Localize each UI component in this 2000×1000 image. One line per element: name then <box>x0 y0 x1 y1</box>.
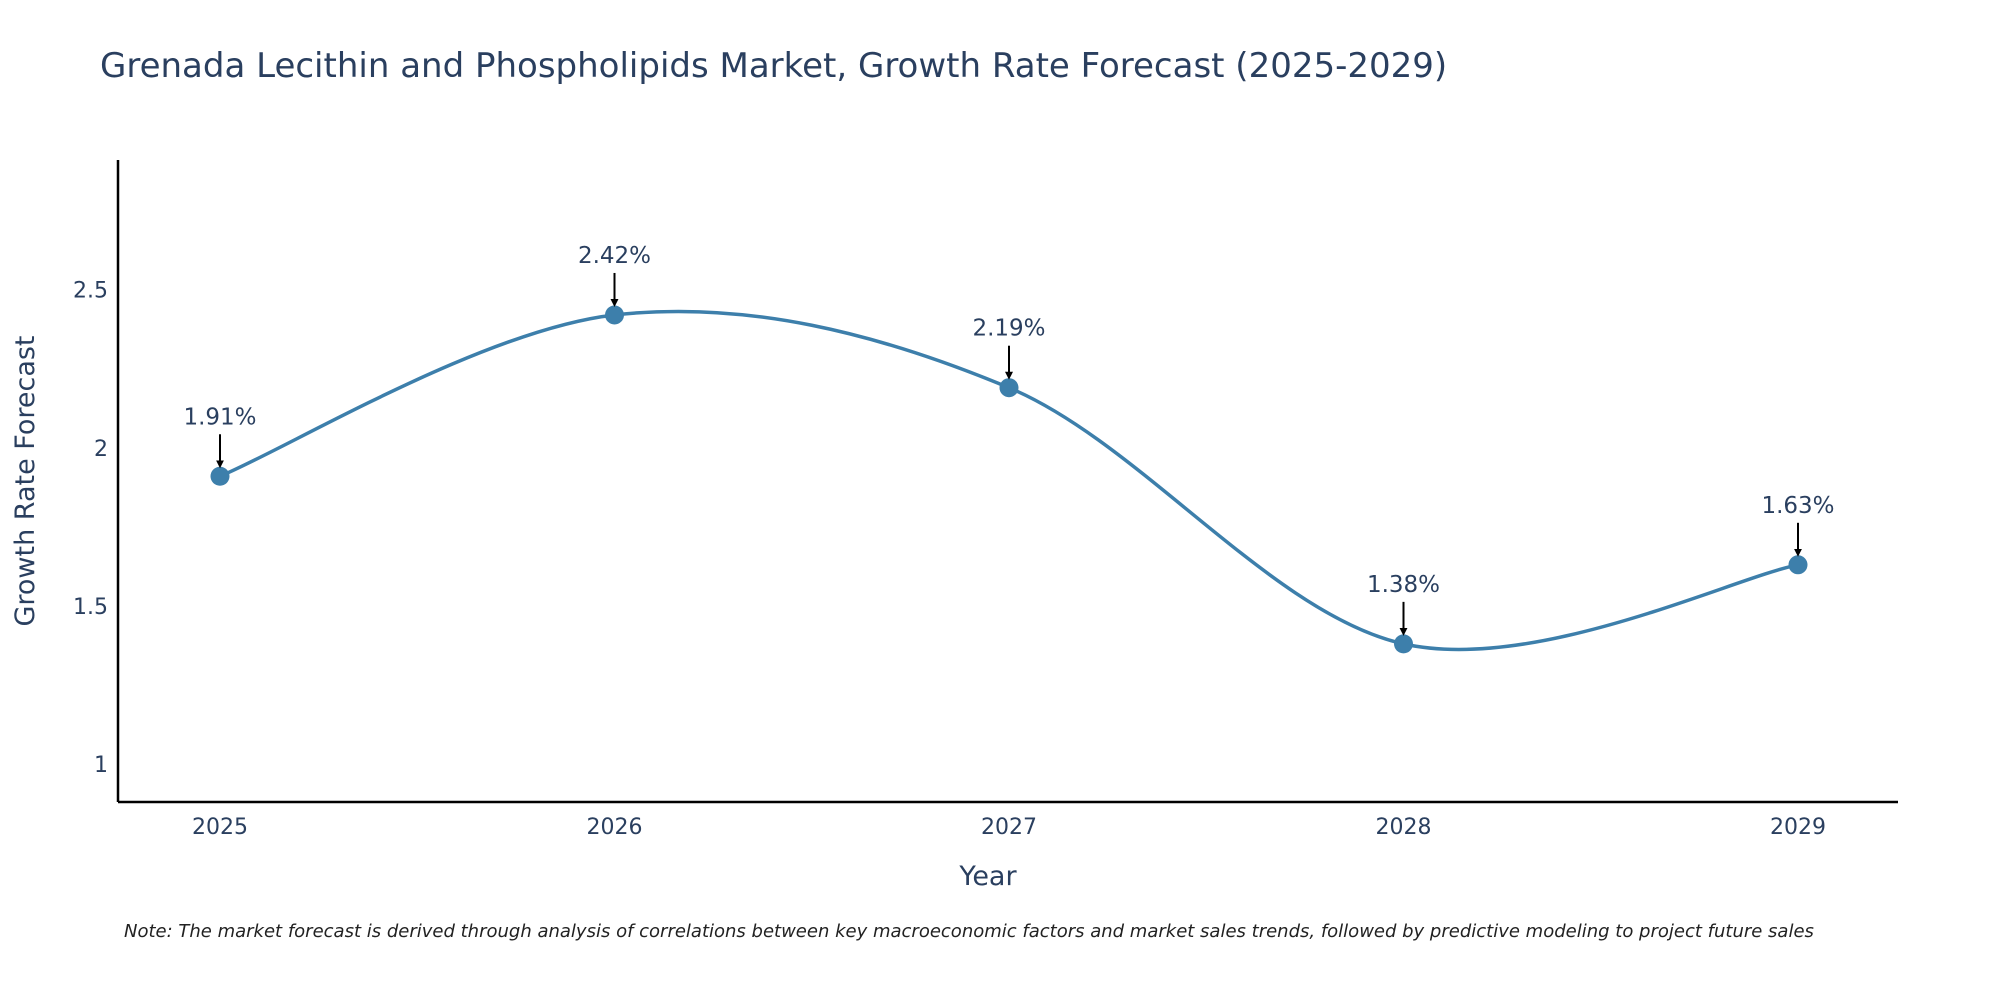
data-point <box>1394 634 1413 654</box>
data-label: 2.19% <box>972 316 1045 342</box>
x-tick-label: 2029 <box>1770 815 1826 840</box>
axes <box>116 160 1898 804</box>
data-label: 1.63% <box>1761 493 1834 519</box>
y-tick-label: 2.5 <box>73 279 108 304</box>
x-tick-label: 2028 <box>1376 815 1432 840</box>
data-labels: 1.91% 2.42% 2.19% 1.38% 1.63% <box>183 243 1835 636</box>
y-tick-label: 1.5 <box>73 595 108 620</box>
series-growth-rate <box>210 305 1808 654</box>
data-point <box>210 466 230 486</box>
chart-title: Grenada Lecithin and Phospholipids Marke… <box>100 46 1448 86</box>
data-point <box>999 378 1019 398</box>
x-tick-label: 2025 <box>192 815 248 840</box>
data-point <box>605 305 624 325</box>
y-axis-title: Growth Rate Forecast <box>10 335 41 626</box>
x-axis-title: Year <box>958 861 1017 892</box>
y-tick-label: 1 <box>94 753 108 778</box>
y-tick-label: 2 <box>94 437 108 462</box>
x-tick-label: 2027 <box>981 815 1037 840</box>
x-tick-label: 2026 <box>587 815 643 840</box>
data-label: 2.42% <box>578 243 651 269</box>
data-label: 1.38% <box>1367 572 1440 598</box>
data-label: 1.91% <box>183 404 256 430</box>
chart-note: Note: The market forecast is derived thr… <box>124 921 1814 942</box>
tick-labels: 2025 2026 2027 2028 2029 1 1.5 2 2.5 <box>73 279 1826 840</box>
data-point <box>1788 555 1808 575</box>
